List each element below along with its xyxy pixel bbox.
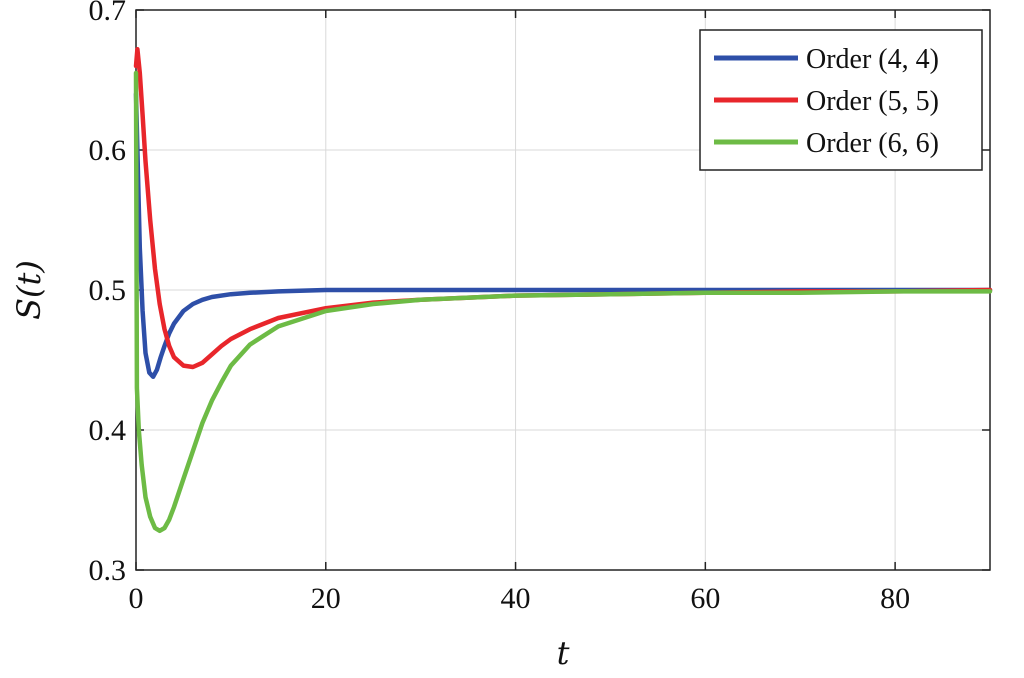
- series-lines: [133, 46, 993, 534]
- legend-label-order-6-6: Order (6, 6): [806, 128, 939, 159]
- legend: Order (4, 4) Order (5, 5) Order (6, 6): [699, 29, 983, 171]
- x-tick-label: 80: [880, 582, 910, 615]
- y-tick-label: 0.3: [89, 554, 127, 587]
- y-tick-label: 0.7: [89, 0, 127, 27]
- series-line-1: [133, 91, 993, 380]
- y-axis-label: S(t): [10, 260, 48, 320]
- x-tick-label: 0: [129, 582, 144, 615]
- x-tick-label: 40: [501, 582, 531, 615]
- axis-ticks: 0 20 40 60 80 0.3 0.4 0.5 0.6 0.7: [89, 0, 990, 615]
- series-line-3: [133, 70, 993, 534]
- legend-label-order-5-5: Order (5, 5): [806, 86, 939, 117]
- x-axis-label: t: [557, 634, 570, 672]
- y-tick-label: 0.4: [89, 414, 127, 447]
- y-tick-label: 0.6: [89, 134, 127, 167]
- x-tick-label: 60: [690, 582, 720, 615]
- y-tick-label: 0.5: [89, 274, 127, 307]
- legend-label-order-4-4: Order (4, 4): [806, 44, 939, 75]
- x-tick-label: 20: [311, 582, 341, 615]
